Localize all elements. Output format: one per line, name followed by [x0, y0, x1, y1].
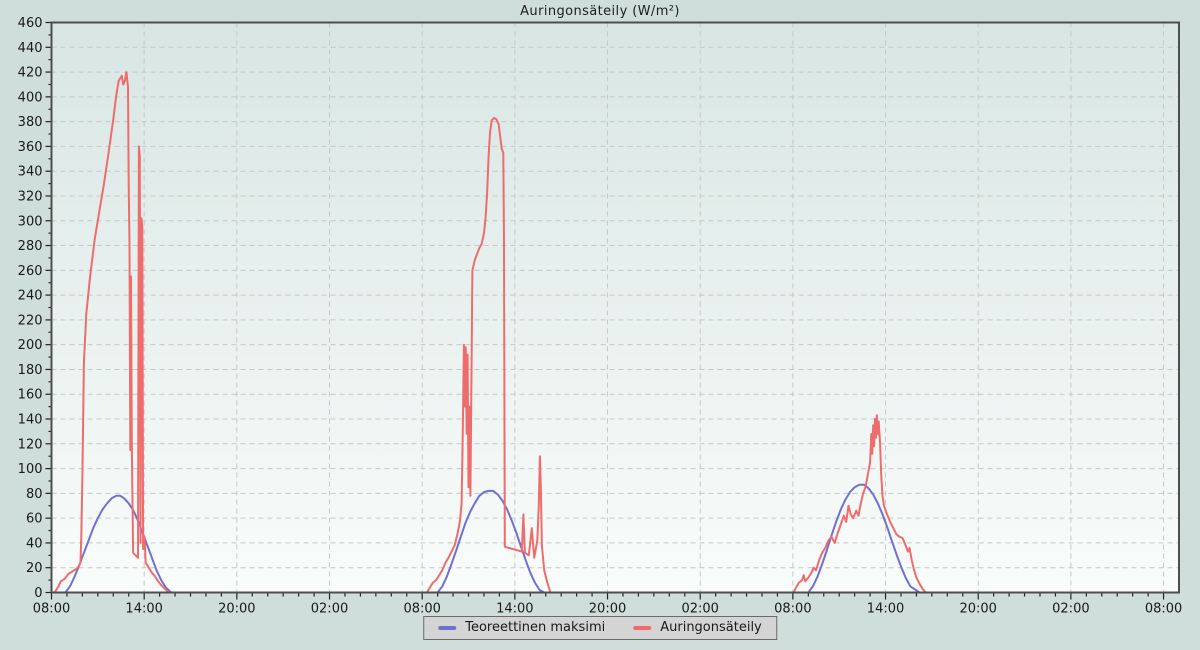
y-tick-label: 280: [18, 239, 43, 254]
series-line-auringons-teily: [53, 71, 1179, 594]
x-tick-label: 08:00: [1145, 602, 1182, 617]
x-tick-label: 14:00: [125, 602, 162, 617]
x-tick-label: 02:00: [1052, 602, 1089, 617]
y-tick-label: 160: [18, 388, 43, 403]
y-tick-label: 140: [18, 413, 43, 428]
x-tick-label: 20:00: [589, 602, 626, 617]
y-tick-label: 380: [18, 115, 43, 130]
y-tick-label: 360: [18, 140, 43, 155]
y-tick-label: 220: [18, 313, 43, 328]
plot-background: [51, 22, 1179, 593]
y-tick-label: 240: [18, 289, 43, 304]
y-tick-label: 40: [26, 536, 43, 551]
legend-item: Teoreettinen maksimi: [438, 620, 605, 635]
y-tick-label: 260: [18, 264, 43, 279]
x-tick-label: 02:00: [311, 602, 348, 617]
y-tick-label: 420: [18, 66, 43, 81]
x-tick-label: 14:00: [867, 602, 904, 617]
y-tick-label: 340: [18, 165, 43, 180]
y-tick-label: 100: [18, 462, 43, 477]
x-tick-label: 20:00: [959, 602, 996, 617]
y-tick-label: 120: [18, 437, 43, 452]
y-tick-label: 60: [26, 512, 43, 527]
plot-frame: [50, 21, 1180, 594]
y-tick-label: 200: [18, 338, 43, 353]
y-tick-label: 80: [26, 487, 43, 502]
series-line-teoreettinen-maksimi: [51, 483, 1179, 594]
x-tick-label: 20:00: [218, 602, 255, 617]
legend-item: Auringonsäteily: [633, 620, 762, 635]
x-tick-label: 14:00: [496, 602, 533, 617]
y-tick-label: 0: [34, 586, 42, 601]
legend-label: Teoreettinen maksimi: [465, 620, 606, 635]
x-tick-label: 08:00: [33, 602, 70, 617]
y-tick-label: 440: [18, 41, 43, 56]
y-tick-label: 460: [18, 16, 43, 31]
x-tick-label: 02:00: [681, 602, 718, 617]
y-tick-label: 20: [26, 561, 43, 576]
y-tick-label: 400: [18, 90, 43, 105]
y-tick-label: 320: [18, 189, 43, 204]
chart-title: Auringonsäteily (W/m²): [520, 4, 680, 19]
x-tick-label: 08:00: [403, 602, 440, 617]
chart-legend: Teoreettinen maksimi Auringonsäteily: [423, 616, 777, 640]
legend-line-swatch: [438, 625, 457, 630]
y-tick-label: 180: [18, 363, 43, 378]
y-tick-label: 300: [18, 214, 43, 229]
legend-line-swatch: [633, 625, 652, 630]
legend-label: Auringonsäteily: [660, 620, 762, 635]
x-tick-label: 08:00: [774, 602, 811, 617]
